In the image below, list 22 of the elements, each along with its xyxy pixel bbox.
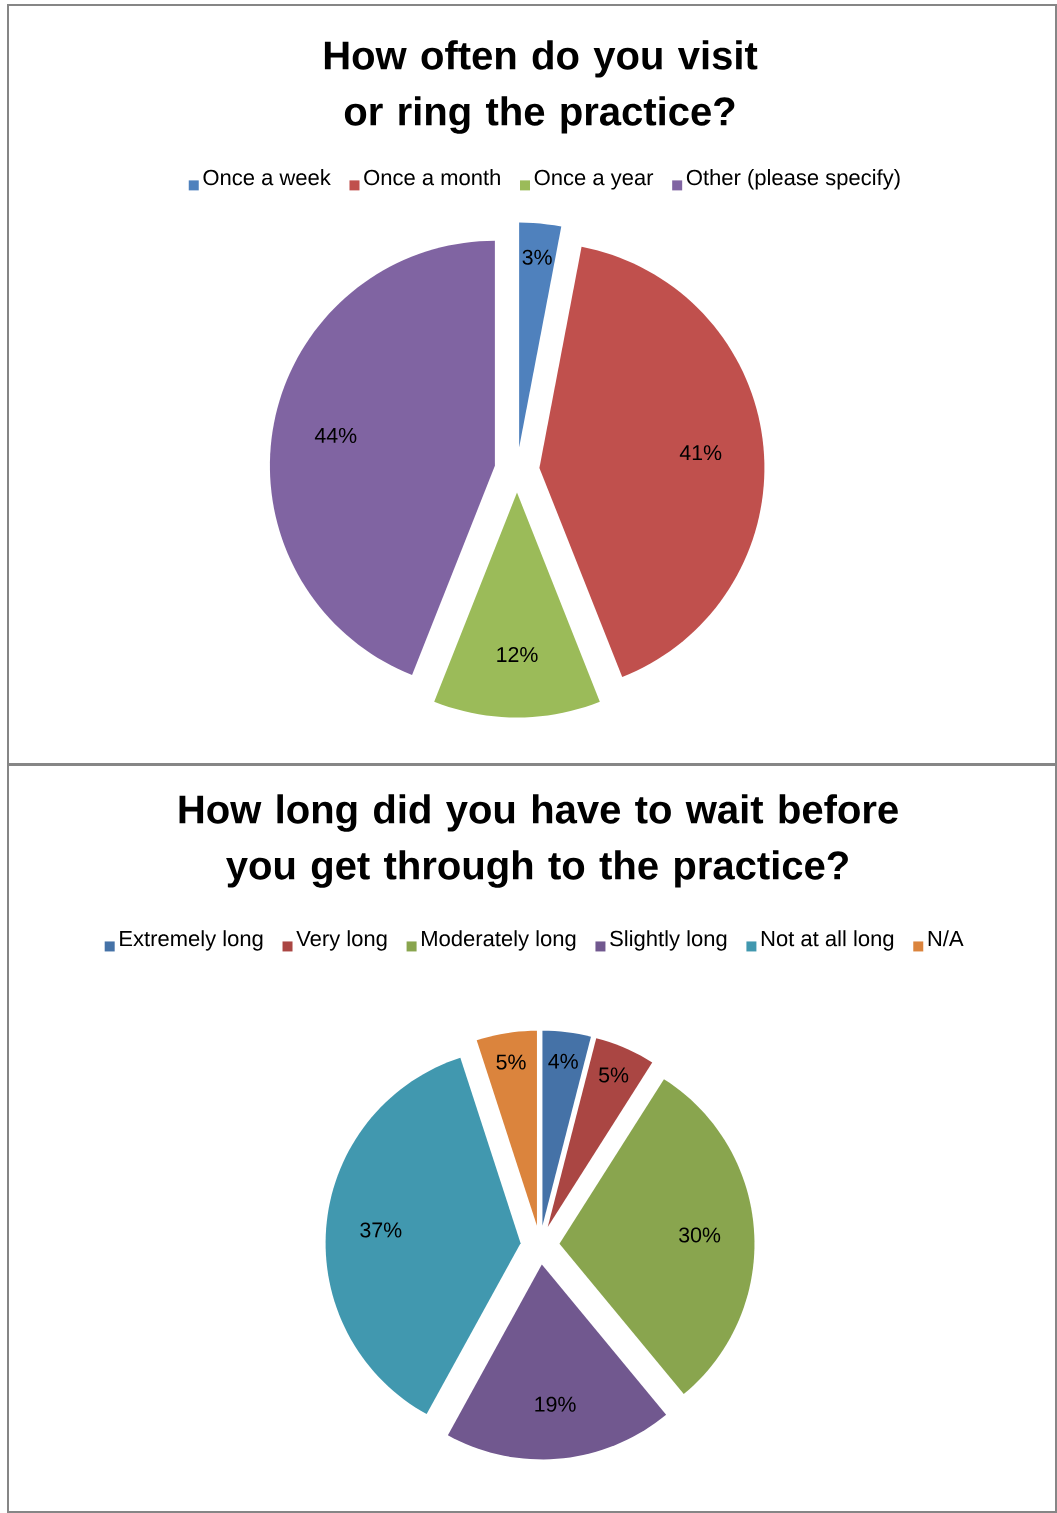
data-label: 41% [679, 445, 722, 461]
legend-label: Not at all long [761, 930, 894, 951]
data-label: 19% [535, 1396, 576, 1412]
chart-title: How often do you visit or ring the practice? [324, 40, 758, 134]
data-label: 37% [360, 1222, 402, 1238]
data-label: 3% [522, 249, 552, 265]
legend-label: Extremely long [120, 930, 263, 951]
data-label: 44% [314, 427, 357, 443]
legend-label: Slightly long [610, 930, 727, 951]
legend-label: Very long [296, 930, 387, 951]
legend-label: Once a year [534, 169, 654, 190]
legend-label: Once a week [203, 169, 331, 186]
legend-label: Moderately long [422, 930, 576, 951]
data-label: 5% [599, 1067, 629, 1083]
data-label: 30% [679, 1227, 721, 1243]
legend-label: N/A [928, 930, 964, 947]
chart-title: How long did you have to wait before you get through to the practice? [179, 794, 898, 888]
data-label: 5% [496, 1054, 526, 1070]
legend-label: Once a month [364, 169, 500, 186]
legend-label: Other (please specify) [686, 169, 900, 190]
data-label: 12% [497, 647, 538, 663]
data-label: 4% [548, 1053, 578, 1069]
